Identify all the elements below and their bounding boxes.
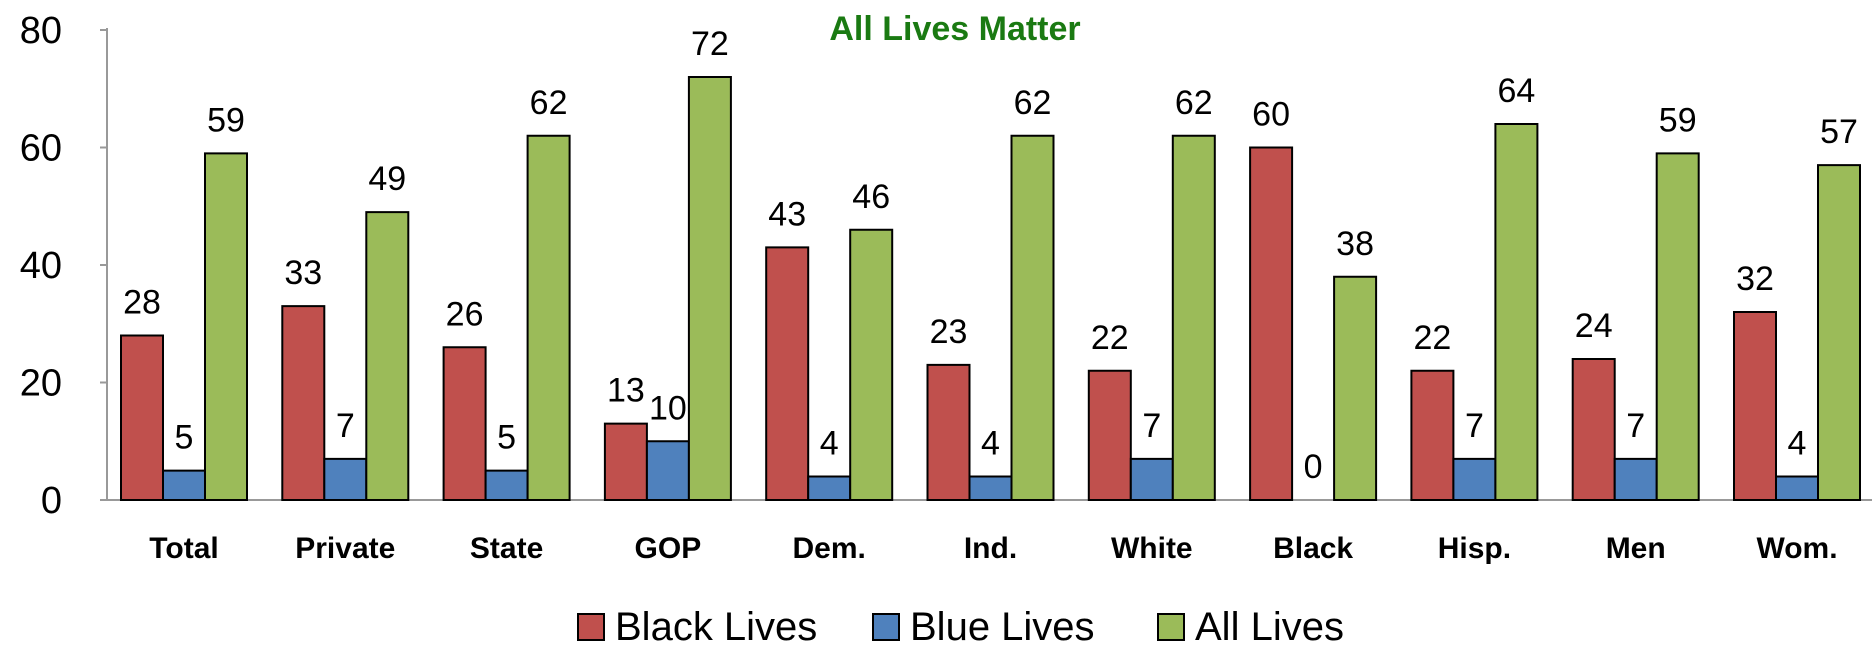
- bar-black-lives: [1249, 146, 1294, 501]
- x-tick-label: Private: [295, 532, 395, 565]
- y-tick-label: 60: [20, 128, 62, 170]
- bars: [120, 76, 1861, 501]
- data-label: 13: [607, 372, 645, 410]
- legend: Black Lives Blue Lives All Lives: [577, 605, 1344, 646]
- data-label: 22: [1413, 319, 1451, 357]
- data-label: 5: [175, 419, 194, 457]
- bar-black-lives: [603, 422, 648, 501]
- data-label: 4: [820, 425, 839, 463]
- x-tick-label: Men: [1606, 532, 1666, 565]
- bar-all-lives: [687, 76, 732, 501]
- data-label: 59: [1659, 101, 1697, 139]
- bar-blue-lives: [484, 469, 529, 501]
- x-tick-label: Black: [1273, 532, 1353, 565]
- y-tick-label: 80: [20, 10, 62, 52]
- data-label: 64: [1497, 72, 1535, 110]
- bar-blue-lives: [1452, 457, 1497, 501]
- bar-all-lives: [1010, 134, 1055, 501]
- x-tick-label: State: [470, 532, 543, 565]
- data-label: 57: [1820, 113, 1858, 151]
- bar-black-lives: [765, 246, 810, 501]
- bar-all-lives: [849, 228, 894, 501]
- bar-black-lives: [281, 305, 326, 501]
- data-label: 32: [1736, 260, 1774, 298]
- data-label: 62: [1014, 84, 1052, 122]
- y-tick-label: 0: [41, 480, 62, 522]
- bar-black-lives: [1410, 369, 1455, 501]
- data-label: 10: [649, 389, 687, 427]
- x-tick-label: Dem.: [793, 532, 866, 565]
- data-label: 43: [768, 195, 806, 233]
- bar-blue-lives: [323, 457, 368, 501]
- data-label: 72: [691, 25, 729, 63]
- data-label: 4: [1788, 425, 1807, 463]
- data-label: 7: [336, 407, 355, 445]
- data-label: 26: [446, 295, 484, 333]
- y-tick-label: 20: [20, 363, 62, 405]
- data-label: 28: [123, 284, 161, 322]
- bar-blue-lives: [968, 475, 1013, 501]
- bar-all-lives: [1333, 275, 1378, 501]
- data-label: 0: [1304, 448, 1323, 486]
- data-label: 59: [207, 101, 245, 139]
- legend-swatch: [1157, 613, 1185, 641]
- data-label: 49: [368, 160, 406, 198]
- data-label: 7: [1626, 407, 1645, 445]
- data-label: 62: [530, 84, 568, 122]
- data-label: 33: [284, 254, 322, 292]
- y-tick-label: 40: [20, 245, 62, 287]
- data-label: 38: [1336, 225, 1374, 263]
- bar-black-lives: [120, 334, 164, 501]
- x-tick-label: Hisp.: [1438, 532, 1511, 565]
- legend-label: All Lives: [1195, 605, 1344, 646]
- bar-all-lives: [526, 134, 571, 501]
- x-tick-label: Ind.: [964, 532, 1017, 565]
- bar-all-lives: [1494, 123, 1539, 501]
- bar-black-lives: [1571, 358, 1616, 501]
- bar-all-lives: [1655, 152, 1700, 501]
- bar-blue-lives: [1129, 457, 1174, 501]
- legend-swatch: [577, 613, 605, 641]
- x-tick-label: GOP: [635, 532, 702, 565]
- legend-swatch: [872, 613, 900, 641]
- data-label: 60: [1252, 96, 1290, 134]
- data-label: 7: [1142, 407, 1161, 445]
- data-label: 62: [1175, 84, 1213, 122]
- data-label: 46: [852, 178, 890, 216]
- chart-title: All Lives Matter: [829, 10, 1080, 48]
- legend-label: Blue Lives: [910, 605, 1095, 646]
- x-tick-label: Wom.: [1756, 532, 1837, 565]
- data-label: 23: [930, 313, 968, 351]
- bar-all-lives: [1171, 134, 1216, 501]
- bar-black-lives: [1087, 369, 1132, 501]
- x-tick-label: Total: [149, 532, 218, 565]
- bar-all-lives: [204, 152, 248, 501]
- data-label: 4: [981, 425, 1000, 463]
- bar-all-lives: [365, 211, 410, 501]
- bar-blue-lives: [645, 440, 690, 501]
- bar-black-lives: [442, 346, 487, 501]
- bar-blue-lives: [807, 475, 852, 501]
- data-label: 7: [1465, 407, 1484, 445]
- x-tick-label: White: [1111, 532, 1193, 565]
- data-label: 5: [497, 419, 516, 457]
- data-label: 24: [1575, 307, 1613, 345]
- data-label: 22: [1091, 319, 1129, 357]
- bar-blue-lives: [162, 469, 206, 501]
- legend-label: Black Lives: [615, 605, 817, 646]
- bar-blue-lives: [1613, 457, 1658, 501]
- bar-all-lives: [1817, 164, 1861, 501]
- bar-black-lives: [926, 363, 971, 501]
- bar-blue-lives: [1775, 475, 1819, 501]
- bar-black-lives: [1733, 311, 1777, 501]
- data-labels: 28 5 59 33 7 49 26 5 62 13 10 72 43 4 46 23 4 62 22 7 62 60 0 3…: [123, 25, 1858, 486]
